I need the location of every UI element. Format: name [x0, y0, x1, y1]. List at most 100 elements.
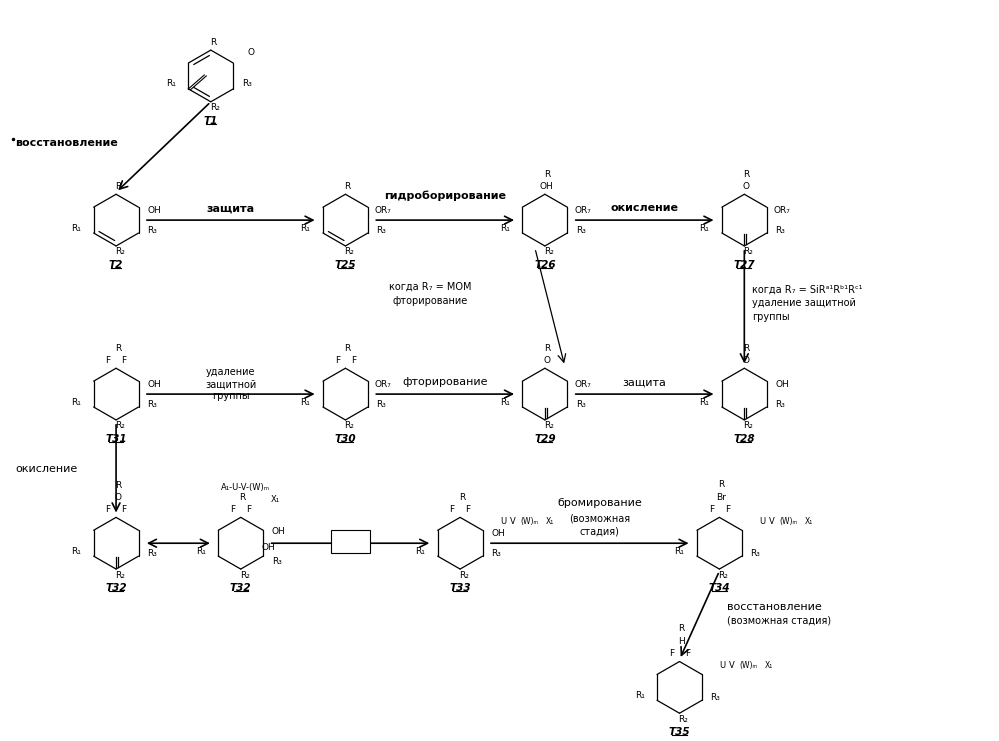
- Text: R₁: R₁: [674, 547, 684, 556]
- Text: R₁: R₁: [416, 547, 426, 556]
- Text: R: R: [115, 344, 121, 353]
- Text: O: O: [543, 356, 550, 365]
- Text: R₂: R₂: [240, 571, 250, 579]
- Text: OH: OH: [262, 542, 276, 552]
- Text: A₁-U-V-(W)ₘ: A₁-U-V-(W)ₘ: [221, 483, 270, 492]
- Text: OR₇: OR₇: [774, 206, 790, 215]
- Text: R₁: R₁: [699, 397, 709, 407]
- Text: защита: защита: [207, 203, 255, 213]
- Text: R₁: R₁: [699, 224, 709, 233]
- Text: R₁: R₁: [500, 224, 509, 233]
- Text: R₃: R₃: [242, 79, 252, 88]
- Text: X₁: X₁: [271, 495, 280, 504]
- Text: когда R₇ = МОМ: когда R₇ = МОМ: [389, 282, 472, 292]
- Text: T14: T14: [341, 536, 361, 546]
- Text: U: U: [719, 661, 725, 670]
- Text: Br: Br: [716, 493, 726, 502]
- Text: (W)ₘ: (W)ₘ: [739, 661, 757, 670]
- Text: X₁: X₁: [545, 517, 554, 526]
- Text: (возможная стадия): (возможная стадия): [727, 615, 831, 625]
- Text: R₁: R₁: [634, 691, 644, 700]
- Text: R₃: R₃: [147, 548, 157, 558]
- Text: U: U: [500, 517, 506, 526]
- Text: R₂: R₂: [345, 247, 355, 256]
- Text: T32: T32: [230, 583, 252, 593]
- Text: R: R: [718, 480, 724, 489]
- Text: T32: T32: [105, 583, 127, 593]
- Text: X₁: X₁: [805, 517, 813, 526]
- Text: OH: OH: [492, 529, 504, 538]
- Text: окисление: окисление: [610, 203, 678, 213]
- Text: R₂: R₂: [743, 247, 753, 256]
- Text: F: F: [106, 505, 111, 514]
- Text: F: F: [122, 356, 127, 365]
- Text: F: F: [106, 356, 111, 365]
- Text: R₃: R₃: [775, 225, 785, 235]
- Text: R₃: R₃: [750, 548, 760, 558]
- Text: R₂: R₂: [115, 571, 125, 579]
- Text: T2: T2: [109, 260, 123, 270]
- Text: T29: T29: [534, 434, 555, 444]
- Text: когда R₇ = SiRᵃ¹Rᵇ¹Rᶜ¹: когда R₇ = SiRᵃ¹Rᵇ¹Rᶜ¹: [752, 285, 863, 294]
- Text: R₃: R₃: [575, 399, 585, 408]
- Text: группы: группы: [752, 312, 790, 322]
- Text: R₁: R₁: [166, 79, 176, 88]
- Text: T34: T34: [708, 583, 730, 593]
- Text: R₂: R₂: [543, 422, 553, 431]
- Text: F: F: [450, 505, 455, 514]
- Text: V: V: [729, 661, 735, 670]
- Text: R₁: R₁: [71, 397, 81, 407]
- Text: R₃: R₃: [710, 693, 720, 702]
- Text: R₁: R₁: [301, 397, 311, 407]
- Text: R: R: [345, 344, 351, 353]
- Text: F: F: [669, 649, 674, 658]
- Text: OR₇: OR₇: [375, 206, 392, 215]
- Text: R₂: R₂: [678, 714, 688, 724]
- Text: R: R: [210, 38, 216, 47]
- Text: T26: T26: [534, 260, 555, 270]
- Text: F: F: [725, 505, 730, 514]
- Text: R₃: R₃: [492, 548, 500, 558]
- Text: удаление: удаление: [206, 368, 256, 377]
- Text: удаление защитной: удаление защитной: [752, 298, 856, 308]
- Text: O: O: [247, 47, 254, 56]
- Text: H: H: [678, 637, 685, 646]
- Text: F: F: [685, 649, 690, 658]
- Text: OH: OH: [540, 182, 553, 191]
- Text: R₁: R₁: [301, 224, 311, 233]
- Text: R₂: R₂: [543, 247, 553, 256]
- Text: R₃: R₃: [775, 399, 785, 408]
- Text: R₂: R₂: [115, 422, 125, 431]
- Text: T33: T33: [450, 583, 471, 593]
- Text: F: F: [122, 505, 127, 514]
- Text: восстановление: восстановление: [727, 602, 822, 612]
- Text: R: R: [543, 344, 550, 353]
- Text: R₁: R₁: [71, 547, 81, 556]
- Text: OR₇: OR₇: [375, 379, 392, 388]
- Text: OH: OH: [147, 206, 161, 215]
- Text: OR₇: OR₇: [574, 379, 591, 388]
- Text: восстановление: восстановление: [15, 138, 118, 148]
- Text: F: F: [246, 505, 252, 514]
- Text: R: R: [543, 170, 550, 179]
- Text: T25: T25: [335, 260, 357, 270]
- Text: O: O: [743, 356, 750, 365]
- Text: OH: OH: [147, 379, 161, 388]
- Text: R₁: R₁: [500, 397, 509, 407]
- Text: R: R: [678, 624, 684, 634]
- Text: (возможная: (возможная: [569, 514, 630, 523]
- Text: (W)ₘ: (W)ₘ: [519, 517, 538, 526]
- Text: T31: T31: [105, 434, 127, 444]
- Text: T30: T30: [335, 434, 357, 444]
- Text: R: R: [115, 182, 121, 191]
- Text: OR₇: OR₇: [574, 206, 591, 215]
- Text: V: V: [509, 517, 515, 526]
- Text: фторирование: фторирование: [393, 296, 468, 305]
- Text: X₁: X₁: [765, 661, 773, 670]
- Text: F: F: [351, 356, 356, 365]
- Text: V: V: [769, 517, 775, 526]
- Text: R: R: [743, 344, 749, 353]
- Text: T27: T27: [733, 260, 755, 270]
- Text: R₂: R₂: [345, 422, 355, 431]
- Text: O: O: [743, 182, 750, 191]
